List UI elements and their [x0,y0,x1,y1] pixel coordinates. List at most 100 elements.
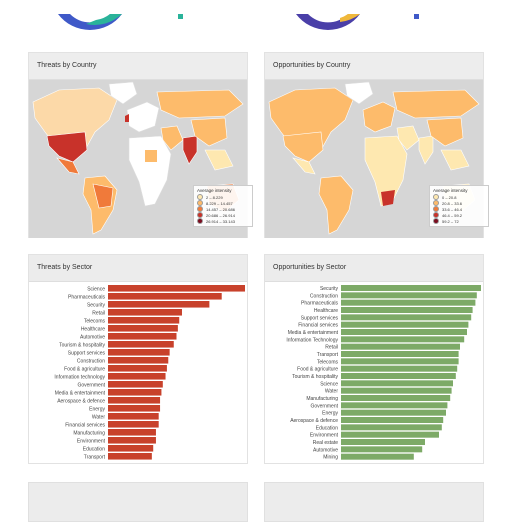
map-africa-highlight[interactable] [145,150,157,162]
bar-label: Retail [325,345,338,351]
map-southeast-asia[interactable] [204,149,234,171]
map-greenland[interactable] [108,81,138,105]
threats-world-map[interactable] [29,80,247,238]
bar-label: Food & agriculture [297,367,338,373]
map-russia[interactable] [392,89,480,119]
bar[interactable] [341,439,425,446]
bar[interactable] [341,314,472,321]
bar[interactable] [108,437,156,444]
map-usa[interactable] [46,131,88,163]
map-uk[interactable] [125,114,129,122]
bar[interactable] [341,365,458,372]
bar[interactable] [108,325,178,332]
map-china[interactable] [426,117,464,147]
bar-label: Support services [68,350,106,356]
bar[interactable] [108,285,245,292]
bar-label: Automotive [313,447,338,453]
bar[interactable] [108,349,170,356]
bar[interactable] [341,395,451,402]
bar[interactable] [108,453,152,460]
map-usa[interactable] [282,131,324,163]
bar[interactable] [341,321,469,328]
donut-left-fragment-2 [86,14,122,25]
bar[interactable] [108,397,161,404]
legend-label: 59.2 – 72 [442,218,459,224]
map-mexico[interactable] [292,157,316,175]
bar[interactable] [341,329,467,336]
map-china[interactable] [190,117,228,147]
bar[interactable] [108,429,156,436]
bar-label: Support services [301,315,339,321]
bar[interactable] [108,373,166,380]
bar[interactable] [108,301,210,308]
bar[interactable] [341,446,423,453]
bar[interactable] [108,341,174,348]
legend-label: 20.8 – 33.6 [442,200,463,206]
bar-label: Information Technology [286,337,338,343]
legend-row: 59.2 – 72 [433,218,485,224]
bar[interactable] [341,417,444,424]
bar[interactable] [341,336,465,343]
bar[interactable] [108,381,163,388]
legend-title: Average intensity [197,188,232,193]
map-brazil[interactable] [92,183,114,209]
bar[interactable] [341,358,459,365]
legend-title: Average intensity [433,188,468,193]
bar[interactable] [108,389,162,396]
bar[interactable] [341,292,477,299]
legend-swatch [197,212,203,218]
bar[interactable] [108,317,180,324]
bar[interactable] [341,387,452,394]
bar[interactable] [341,409,446,416]
legend-row: 8.229 – 14.457 [197,200,249,206]
bar-label: Government [310,403,338,409]
bar[interactable] [108,333,177,340]
bar[interactable] [341,402,448,409]
bar-label: Water [92,414,105,420]
bar[interactable] [108,365,167,372]
bar[interactable] [108,405,161,412]
map-south-america[interactable] [318,175,354,235]
bar[interactable] [341,351,459,358]
bar[interactable] [108,421,159,428]
bar[interactable] [108,293,222,300]
bar-label: Media & entertainment [288,330,339,336]
bar[interactable] [108,413,159,420]
map-south-africa[interactable] [381,190,395,206]
bar[interactable] [341,380,453,387]
map-southeast-asia[interactable] [440,149,470,171]
map-india[interactable] [418,135,434,165]
legend-swatch [433,212,439,218]
bar[interactable] [341,373,456,380]
bar-label: Aerospace & defence [290,418,338,424]
map-europe[interactable] [126,101,160,133]
bar[interactable] [108,309,182,316]
map-russia[interactable] [156,89,244,119]
map-africa[interactable] [128,135,172,207]
bar[interactable] [341,424,442,431]
bar[interactable] [341,299,476,306]
threats-map-legend: Average intensity 2 – 8.229 8.229 – 14.4… [193,185,253,227]
panel-title: Opportunities by Sector [265,255,483,282]
map-europe[interactable] [362,101,396,133]
bar-label: Tourism & hospitality [59,342,105,348]
bar[interactable] [341,307,473,314]
bar[interactable] [108,445,154,452]
legend-row: 46.4 – 59.2 [433,212,485,218]
bar[interactable] [341,431,439,438]
legend-label: 20.686 – 26.914 [206,212,235,218]
bar[interactable] [341,453,414,460]
bar[interactable] [341,343,460,350]
map-middle-east[interactable] [396,125,420,151]
bar-label: Healthcare [314,308,338,314]
bar-label: Environment [310,433,339,439]
bar[interactable] [341,285,481,292]
map-greenland[interactable] [344,81,374,105]
map-india[interactable] [182,135,198,165]
bar[interactable] [108,357,169,364]
bar-label: Science [320,381,338,387]
bar-label: Water [325,389,338,395]
map-mexico[interactable] [56,157,80,175]
map-middle-east[interactable] [160,125,184,151]
legend-swatch [197,194,203,200]
